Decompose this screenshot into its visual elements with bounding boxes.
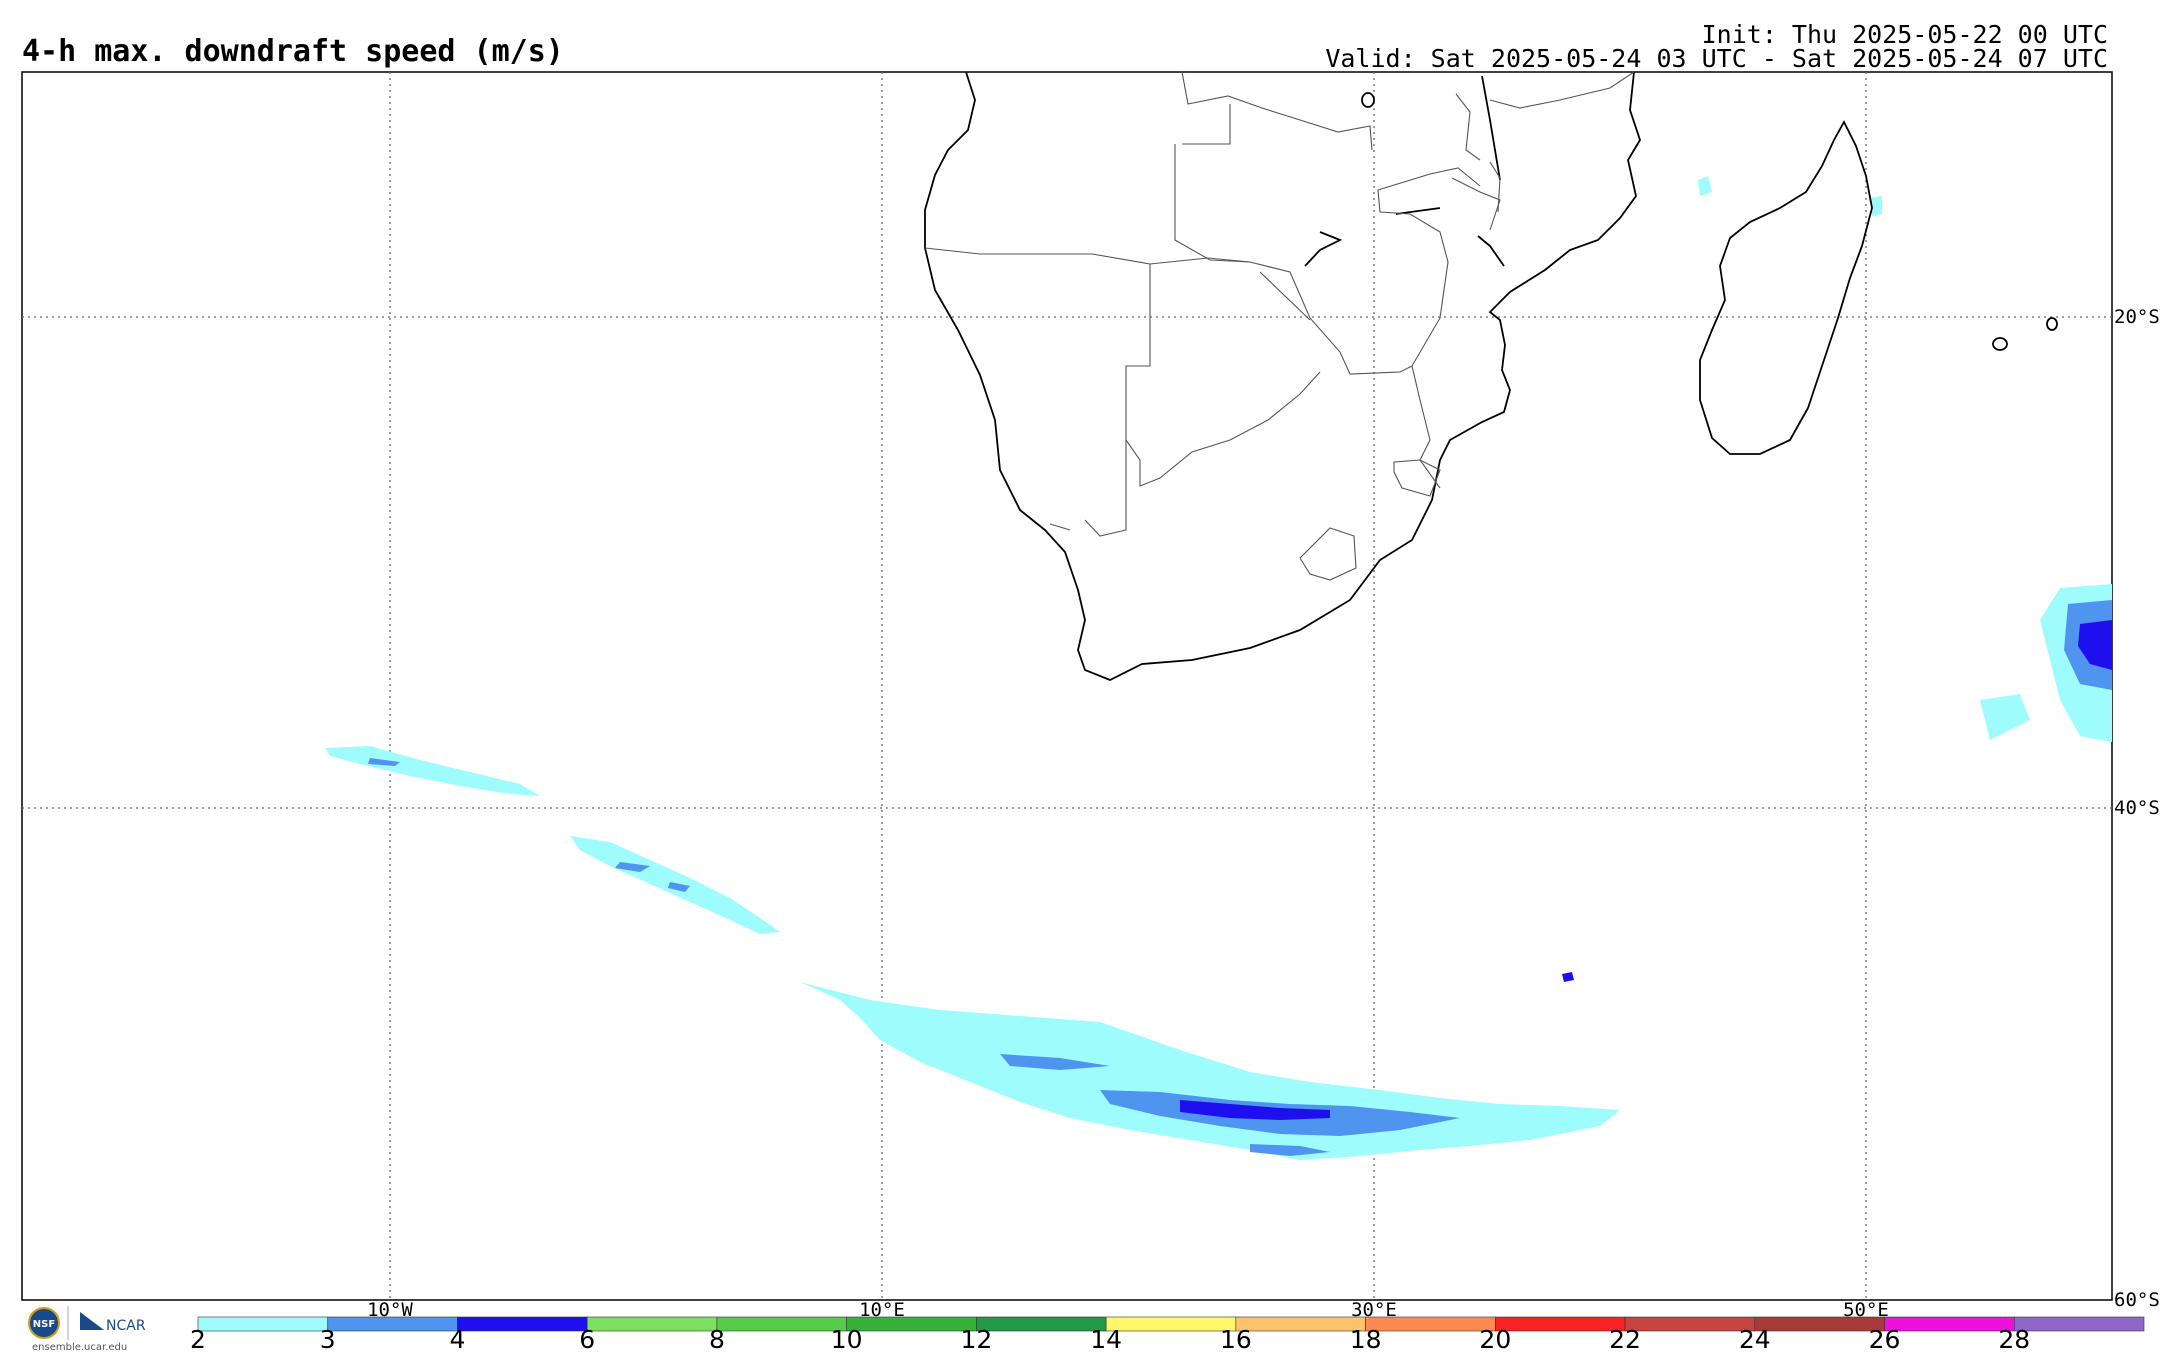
site-url: ensemble.ucar.edu	[32, 1342, 128, 1353]
colorbar-swatch	[1624, 1316, 1756, 1332]
nsf-logo: NSF	[28, 1307, 60, 1339]
colorbar-swatch	[1495, 1316, 1626, 1332]
colorbar-tick-label: 8	[709, 1325, 725, 1354]
colorbar-swatch	[1235, 1316, 1366, 1332]
lat-label-60s: 60°S	[2114, 1289, 2160, 1311]
colorbar-tick-label: 2	[190, 1325, 206, 1354]
colorbar-tick-label: 4	[450, 1325, 466, 1354]
lat-label-20s: 20°S	[2114, 306, 2160, 328]
colorbar-tick-label: 14	[1090, 1325, 1122, 1354]
colorbar-tick-label: 10	[831, 1325, 863, 1354]
lake-coastline	[1361, 92, 1375, 108]
colorbar-swatch	[1884, 1316, 2015, 1332]
colorbar-tick-label: 3	[320, 1325, 336, 1354]
madagascar-coastline	[1699, 120, 1873, 455]
lon-label-10e: 10°E	[859, 1299, 905, 1321]
colorbar-swatch	[716, 1316, 847, 1332]
lon-label-30e: 30°E	[1351, 1299, 1397, 1321]
colorbar-tick-label: 18	[1350, 1325, 1382, 1354]
colorbar-tick-label: 24	[1739, 1325, 1771, 1354]
colorbar-swatch	[586, 1316, 718, 1332]
lon-label-10w: 10°W	[367, 1299, 413, 1321]
africa-coastline	[924, 71, 1641, 681]
downdraft-field	[325, 176, 2112, 1160]
colorbar-swatch	[1365, 1316, 1496, 1332]
ncar-logo-text: NCAR	[106, 1318, 146, 1334]
colorbar-swatch	[846, 1316, 977, 1332]
colorbar-tick-label: 6	[579, 1325, 595, 1354]
colorbar-tick-label: 20	[1479, 1325, 1511, 1354]
colorbar-tick-label: 26	[1869, 1325, 1901, 1354]
valid-time: Valid: Sat 2025-05-24 03 UTC - Sat 2025-…	[1325, 44, 2108, 73]
lat-label-40s: 40°S	[2114, 797, 2160, 819]
colorbar-swatch	[327, 1316, 458, 1332]
colorbar-tick-label: 16	[1220, 1325, 1252, 1354]
graticule	[22, 72, 2112, 1300]
map-title: 4-h max. downdraft speed (m/s)	[22, 34, 564, 69]
colorbar-tick-label: 22	[1609, 1325, 1641, 1354]
lon-label-50e: 50°E	[1843, 1299, 1889, 1321]
reunion-coastline	[1992, 337, 2008, 351]
mauritius-coastline	[2046, 317, 2058, 331]
downdraft-band-south	[800, 982, 1620, 1160]
colorbar-swatch	[2013, 1316, 2145, 1332]
colorbar: 2 3 4 6 8 10 12 14 16 18 20 22 24 26 28	[190, 1316, 2145, 1354]
country-borders	[924, 71, 1635, 581]
colorbar-tick-label: 28	[1998, 1325, 2030, 1354]
nsf-logo-text: NSF	[33, 1319, 55, 1330]
colorbar-swatch	[976, 1316, 1107, 1332]
colorbar-tick-label: 12	[960, 1325, 992, 1354]
colorbar-swatch	[1105, 1316, 1237, 1332]
init-time: Init: Thu 2025-05-22 00 UTC	[1701, 20, 2108, 49]
colorbar-swatch	[1754, 1316, 1885, 1332]
downdraft-band-west	[325, 746, 540, 796]
downdraft-core-strong	[1180, 1100, 1330, 1120]
colorbar-swatch	[457, 1316, 588, 1332]
ncar-logo: NCAR	[80, 1312, 146, 1334]
coastlines	[924, 71, 2058, 681]
colorbar-swatch	[197, 1316, 329, 1332]
